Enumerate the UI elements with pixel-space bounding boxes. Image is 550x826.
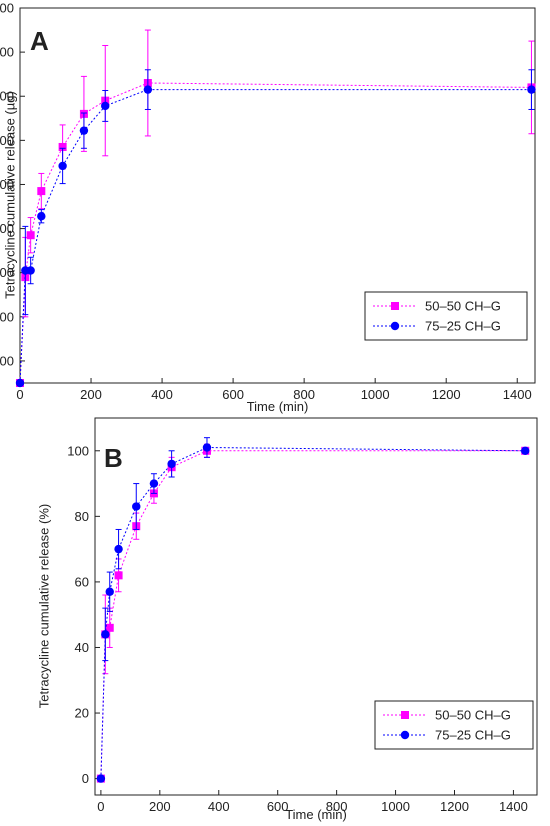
y-tick-label-a: 600 (0, 177, 14, 192)
x-tick-label-b: 200 (149, 799, 171, 814)
chart-panel-b: 0 200 400 600 800 1000 1200 1400 0 20 40 60 80 100 Tim… (36, 417, 538, 822)
data-point (527, 85, 536, 94)
y-tick-label-a: 200 (0, 353, 14, 368)
series-line-a-1 (19, 89, 532, 384)
series-a-1 (15, 69, 536, 388)
legend-label: 50–50 CH–G (435, 708, 511, 723)
x-tick-label-a: 0 (16, 387, 23, 402)
x-tick-label-a: 1400 (503, 387, 532, 402)
x-tick-label-a: 400 (151, 387, 173, 402)
x-tick-label-b: 1000 (381, 799, 410, 814)
y-tick-label-a: 1000 (0, 1, 14, 16)
data-point (26, 266, 35, 275)
series-line-a-0 (19, 82, 532, 384)
y-axis-title-a: Tetracycline cumulative release (µg) (2, 91, 17, 299)
legend-label: 50–50 CH–G (425, 299, 501, 314)
x-axis-title-a: Time (min) (247, 399, 309, 414)
x-tick-label-b: 600 (267, 799, 289, 814)
y-tick-label-b: 20 (75, 706, 89, 721)
data-point (167, 459, 176, 469)
data-point (521, 446, 530, 455)
y-tick-label-b: 100 (67, 443, 89, 458)
y-tick-label-a: 900 (0, 45, 14, 60)
x-tick-label-a: 600 (222, 387, 244, 402)
legend-marker (400, 730, 410, 740)
data-point (202, 443, 212, 452)
y-tick-label-a: 300 (0, 309, 14, 324)
x-axis-title-b: Time (min) (285, 807, 347, 822)
data-point (101, 630, 110, 639)
legend-label: 75–25 CH–G (425, 319, 501, 334)
data-point (79, 126, 89, 135)
y-tick-label-b: 40 (75, 640, 89, 655)
data-point (105, 587, 114, 596)
x-tick-label-b: 0 (97, 799, 104, 814)
data-point (58, 142, 67, 151)
data-point (149, 479, 159, 488)
data-point (26, 231, 35, 240)
legend-label: 75–25 CH–G (435, 728, 511, 743)
x-tick-label-b: 1200 (440, 799, 469, 814)
plot-frame-b (94, 417, 538, 796)
legend-marker (401, 711, 409, 719)
x-tick-label-a: 1000 (361, 387, 390, 402)
chart-panel-a: 0 200 400 600 800 1000 1200 1400 200 300 400 500 600… (0, 1, 536, 414)
data-point (114, 544, 123, 554)
series-b-1 (96, 437, 530, 783)
data-point (96, 774, 106, 783)
legend-b: 50–50 CH–G 75–25 CH–G (374, 700, 534, 750)
data-point (114, 571, 123, 580)
panel-label-a: A (30, 26, 49, 56)
y-tick-label-b: 60 (75, 574, 89, 589)
y-tick-label-b: 80 (75, 509, 89, 524)
legend-box-a (364, 291, 528, 341)
data-point (15, 378, 25, 388)
y-tick-label-a: 700 (0, 133, 14, 148)
legend-a: 50–50 CH–G 75–25 CH–G (364, 291, 528, 341)
x-tick-label-b: 800 (326, 799, 348, 814)
x-tick-label-b: 400 (208, 799, 230, 814)
y-axis-title-b: Tetracycline cumulative release (%) (36, 504, 51, 708)
x-tick-label-a: 1200 (432, 387, 461, 402)
panel-label-b: B (104, 443, 123, 473)
data-point (37, 212, 46, 221)
data-point (37, 187, 46, 196)
plot-frame-a (19, 7, 536, 384)
data-point (143, 85, 153, 94)
y-tick-label-a: 400 (0, 265, 14, 280)
data-point (132, 502, 141, 511)
x-tick-label-b: 1400 (499, 799, 528, 814)
data-point (105, 623, 114, 632)
x-tick-label-a: 800 (293, 387, 315, 402)
y-tick-label-a: 500 (0, 221, 14, 236)
data-point (58, 161, 67, 171)
legend-box-b (374, 700, 534, 750)
y-tick-label-a: 800 (0, 89, 14, 104)
y-tick-label-b: 0 (82, 771, 89, 786)
data-point (101, 101, 110, 111)
legend-marker (390, 321, 400, 331)
legend-marker (391, 302, 399, 310)
x-tick-label-a: 200 (80, 387, 102, 402)
